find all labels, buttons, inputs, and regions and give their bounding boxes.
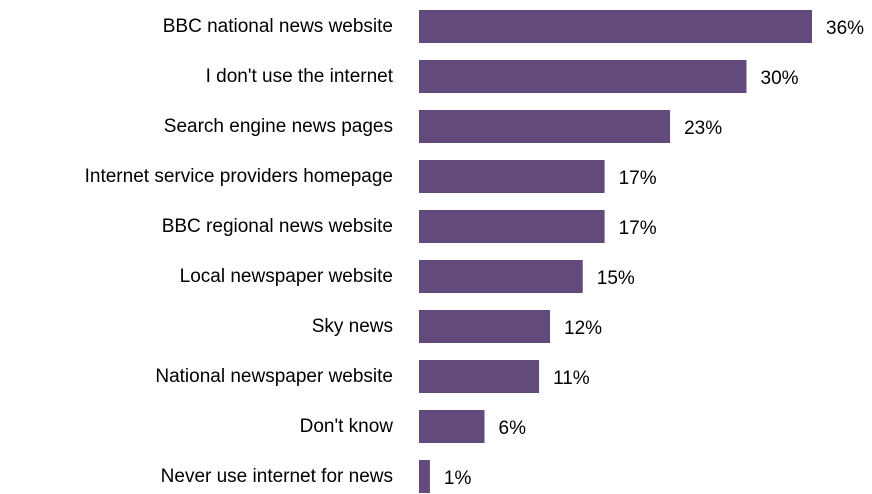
category-labels-group: BBC national news website I don't use the… [85,16,394,487]
value-label-3: 17% [619,168,657,189]
value-label-5: 15% [597,268,635,289]
bar-9 [419,460,430,493]
value-label-7: 11% [553,368,590,389]
category-label-7: National newspaper website [155,366,393,387]
bar-1 [419,60,747,93]
category-label-6: Sky news [312,316,393,337]
value-label-8: 6% [499,418,527,439]
bar-7 [419,360,540,393]
category-label-8: Don't know [300,416,394,437]
value-labels-group: 36% 30% 23% 17% 17% 15% 12% 11% 6% 1% [444,18,864,489]
bar-5 [419,260,583,293]
bar-2 [419,110,671,143]
value-label-1: 30% [761,68,799,89]
category-label-0: BBC national news website [163,16,393,37]
category-label-5: Local newspaper website [180,266,393,287]
value-label-2: 23% [684,118,722,139]
category-label-1: I don't use the internet [206,66,394,87]
category-label-3: Internet service providers homepage [85,166,393,187]
value-label-0: 36% [826,18,864,39]
bar-0 [419,10,812,43]
category-label-2: Search engine news pages [164,116,393,137]
value-label-9: 1% [444,468,472,489]
bar-8 [419,410,485,443]
value-label-4: 17% [619,218,657,239]
bar-3 [419,160,605,193]
bar-6 [419,310,550,343]
bars-group [419,10,812,493]
category-label-9: Never use internet for news [161,466,393,487]
category-label-4: BBC regional news website [162,216,393,237]
bar-4 [419,210,605,243]
value-label-6: 12% [564,318,602,339]
